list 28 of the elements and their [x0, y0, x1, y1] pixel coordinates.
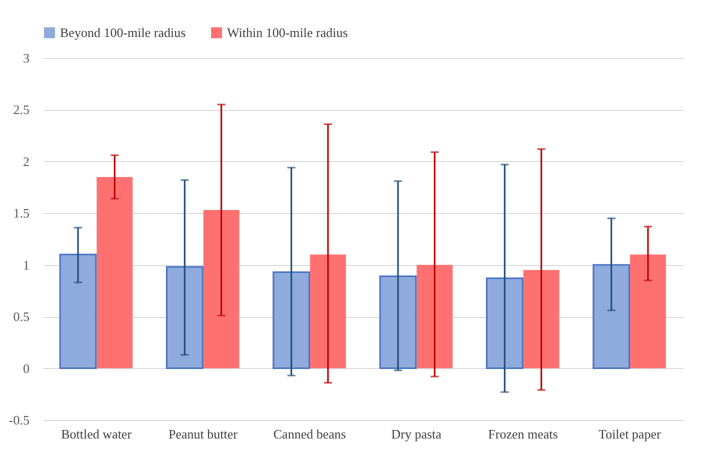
- bar: [166, 266, 204, 370]
- bar: [59, 254, 97, 370]
- x-tick-label: Bottled water: [61, 426, 132, 442]
- x-tick-label: Toilet paper: [598, 426, 662, 442]
- bar: [379, 275, 417, 370]
- bar: [203, 210, 240, 368]
- bar: [416, 264, 453, 368]
- y-tick-label: 0.5: [13, 309, 30, 324]
- bar: [630, 254, 666, 368]
- bar: [523, 270, 560, 368]
- bar: [96, 176, 133, 368]
- bar: [486, 278, 524, 370]
- x-tick-label: Frozen meats: [488, 426, 558, 442]
- x-tick-label: Dry pasta: [391, 426, 442, 442]
- y-tick-label: 1: [23, 257, 30, 272]
- bar: [310, 254, 346, 368]
- y-tick-label: 2: [23, 154, 30, 169]
- legend-label: Within 100-mile radius: [227, 24, 348, 40]
- x-tick-label: Canned beans: [273, 426, 346, 442]
- y-tick-label: -0.5: [8, 412, 30, 428]
- legend-label: Beyond 100-mile radius: [60, 24, 186, 40]
- x-tick-label: Peanut butter: [168, 426, 238, 442]
- y-tick-label: 0: [23, 360, 30, 376]
- y-tick-label: 3: [23, 50, 30, 66]
- y-tick-label: 2.5: [13, 102, 30, 118]
- bar: [272, 271, 310, 370]
- bar: [592, 264, 630, 370]
- y-tick-label: 1.5: [13, 206, 30, 221]
